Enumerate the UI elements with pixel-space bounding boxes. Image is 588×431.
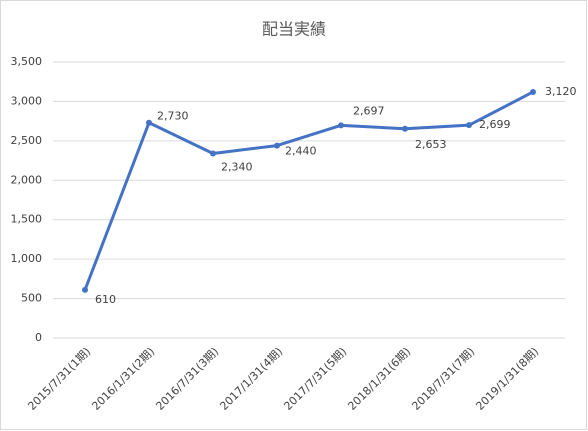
point xyxy=(82,286,88,293)
point xyxy=(274,142,280,149)
data-label: 2,730 xyxy=(157,110,189,123)
data-label: 3,120 xyxy=(545,85,577,98)
y-tick-label: 1,500 xyxy=(11,213,43,226)
data-label: 2,699 xyxy=(479,118,511,131)
data-label: 2,653 xyxy=(415,138,447,151)
y-tick-label: 2,000 xyxy=(11,173,43,186)
point xyxy=(530,88,536,95)
point xyxy=(146,119,152,126)
data-label: 2,340 xyxy=(221,160,253,173)
data-label: 610 xyxy=(95,293,116,306)
data-label: 2,440 xyxy=(285,145,317,158)
y-tick-label: 500 xyxy=(21,292,42,305)
y-tick-label: 2,500 xyxy=(11,134,43,147)
point xyxy=(210,150,216,157)
y-tick-label: 3,500 xyxy=(11,55,43,68)
point xyxy=(402,125,408,132)
y-tick-label: 1,000 xyxy=(11,252,43,265)
chart-title: 配当実績 xyxy=(262,20,326,39)
y-tick-label: 3,000 xyxy=(11,94,43,107)
point xyxy=(338,122,344,129)
y-tick-label: 0 xyxy=(35,331,42,344)
data-label: 2,697 xyxy=(353,104,385,117)
point xyxy=(466,122,472,129)
line xyxy=(83,90,534,291)
